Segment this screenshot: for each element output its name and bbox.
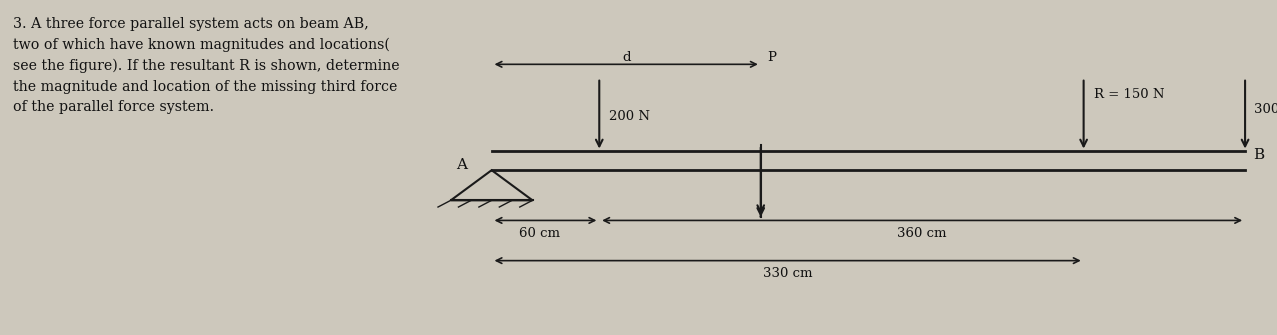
Text: 3. A three force parallel system acts on beam AB,
two of which have known magnit: 3. A three force parallel system acts on… — [13, 17, 400, 114]
Text: 60 cm: 60 cm — [518, 227, 559, 240]
Text: 300 N: 300 N — [1254, 103, 1277, 116]
Text: A: A — [456, 157, 467, 172]
Text: 360 cm: 360 cm — [898, 227, 948, 240]
Text: 200 N: 200 N — [609, 111, 650, 124]
Text: d: d — [622, 51, 631, 64]
Text: B: B — [1253, 148, 1264, 162]
Text: R = 150 N: R = 150 N — [1094, 88, 1165, 102]
Text: 330 cm: 330 cm — [762, 267, 812, 280]
Text: P: P — [767, 51, 776, 64]
